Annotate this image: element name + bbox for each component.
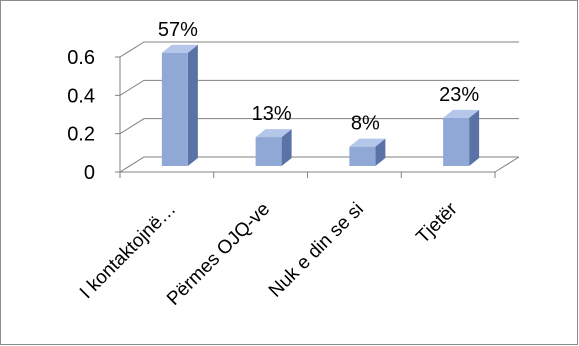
bar (443, 109, 480, 166)
bar-front (255, 137, 282, 166)
bar-top (443, 109, 480, 118)
bar-side (187, 44, 198, 166)
y-tick-label: 0 (84, 162, 95, 184)
bar (161, 44, 198, 166)
y-tick-labels: 0 0.2 0.4 0.6 (67, 47, 95, 184)
gridlines (119, 41, 519, 173)
bar-front (443, 117, 470, 166)
data-label: 23% (439, 84, 479, 106)
y-tick-label: 0.2 (67, 124, 95, 146)
bar-side (281, 129, 292, 166)
bars (161, 44, 480, 166)
y-tick-label: 0.6 (67, 47, 95, 69)
gridline (119, 118, 519, 135)
bar-side (375, 138, 386, 166)
data-label: 8% (351, 113, 380, 135)
floor-right-edge (494, 156, 520, 173)
y-tick-label: 0.4 (67, 85, 95, 107)
bar (255, 129, 292, 166)
bar-top (255, 129, 292, 138)
bar-top (349, 138, 386, 147)
bar-front (349, 146, 376, 166)
gridline (119, 156, 519, 173)
bar-top (161, 44, 198, 53)
data-label: 13% (252, 103, 292, 125)
axes (115, 56, 520, 178)
bar-front (161, 52, 188, 166)
bar (349, 138, 386, 166)
data-labels: 57% 13% 8% 23% (158, 19, 479, 135)
data-label: 57% (158, 19, 198, 41)
gridline (119, 41, 519, 58)
gridline (119, 79, 519, 96)
bar-side (469, 109, 480, 166)
